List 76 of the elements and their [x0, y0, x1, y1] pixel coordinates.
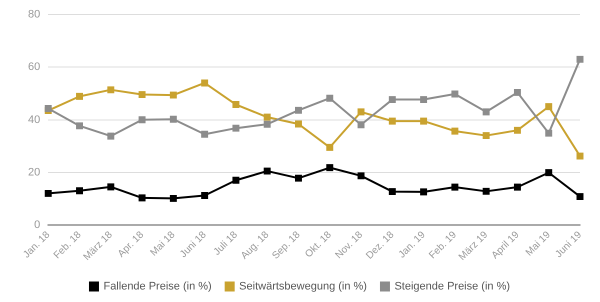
x-tick-label: Feb. 19 — [427, 229, 460, 262]
point — [326, 144, 334, 151]
point — [170, 116, 177, 123]
point — [138, 91, 146, 98]
point — [232, 176, 240, 184]
point — [514, 184, 521, 191]
point — [107, 183, 114, 190]
x-tick-label: Sep. 18 — [270, 229, 303, 262]
x-tick-label: Aug. 18 — [239, 229, 272, 262]
x-tick-label: Mai 19 — [524, 229, 554, 259]
point — [388, 118, 396, 125]
x-tick-label: Juni 18 — [178, 229, 210, 260]
point — [295, 106, 302, 114]
point — [44, 190, 52, 197]
point — [545, 130, 552, 137]
point — [232, 124, 240, 132]
y-tick-label: 40 — [28, 114, 40, 126]
point — [388, 96, 396, 104]
point — [326, 94, 334, 102]
point — [545, 103, 552, 110]
x-tick-label: Nov. 18 — [333, 229, 366, 262]
legend-label: Seitwärtsbewegung (in %) — [239, 280, 367, 293]
x-tick-label: Okt. 18 — [303, 229, 334, 260]
point — [576, 56, 584, 63]
point — [107, 132, 114, 140]
point — [107, 86, 114, 94]
x-tick-label: Juni 19 — [553, 229, 584, 260]
point — [264, 168, 271, 175]
point — [514, 88, 521, 96]
x-tick-label: Dez. 18 — [364, 229, 397, 262]
point — [201, 130, 208, 138]
point — [295, 120, 302, 128]
point — [482, 188, 490, 195]
point — [482, 108, 490, 116]
point — [264, 120, 271, 128]
point — [170, 194, 177, 202]
point — [201, 79, 208, 86]
point — [451, 90, 458, 98]
point — [451, 128, 458, 135]
x-tick-label: Juli 18 — [212, 229, 240, 258]
x-tick-label: Mai 18 — [148, 229, 178, 259]
point — [170, 92, 177, 99]
point — [76, 92, 83, 100]
y-tick-label: 60 — [28, 61, 40, 74]
point — [482, 132, 490, 140]
point — [76, 122, 83, 130]
x-tick-label: Feb. 18 — [52, 229, 84, 262]
x-tick-label: Jan. 19 — [396, 229, 428, 260]
point — [358, 172, 365, 180]
point — [201, 192, 208, 199]
point — [576, 152, 584, 160]
point — [545, 169, 552, 176]
x-tick-label: Apr. 18 — [116, 229, 146, 260]
point — [44, 105, 52, 112]
legend-label: Fallende Preise (in %) — [103, 280, 212, 293]
x-tick-label: Jan. 18 — [21, 229, 53, 260]
point — [232, 101, 240, 108]
y-tick-label: 80 — [28, 8, 40, 21]
point — [388, 188, 396, 196]
legend-label: Steigende Preise (in %) — [394, 280, 510, 293]
point — [138, 194, 146, 202]
point — [326, 164, 334, 172]
y-tick-label: 0 — [34, 219, 40, 232]
point — [358, 121, 365, 128]
point — [420, 118, 428, 125]
point — [514, 126, 521, 134]
point — [451, 184, 458, 191]
point — [76, 187, 83, 194]
point — [420, 96, 428, 104]
point — [138, 116, 146, 124]
point — [295, 174, 302, 182]
point — [358, 108, 365, 116]
point — [576, 193, 584, 200]
y-tick-label: 20 — [28, 166, 40, 178]
point — [264, 114, 271, 121]
point — [420, 188, 428, 196]
